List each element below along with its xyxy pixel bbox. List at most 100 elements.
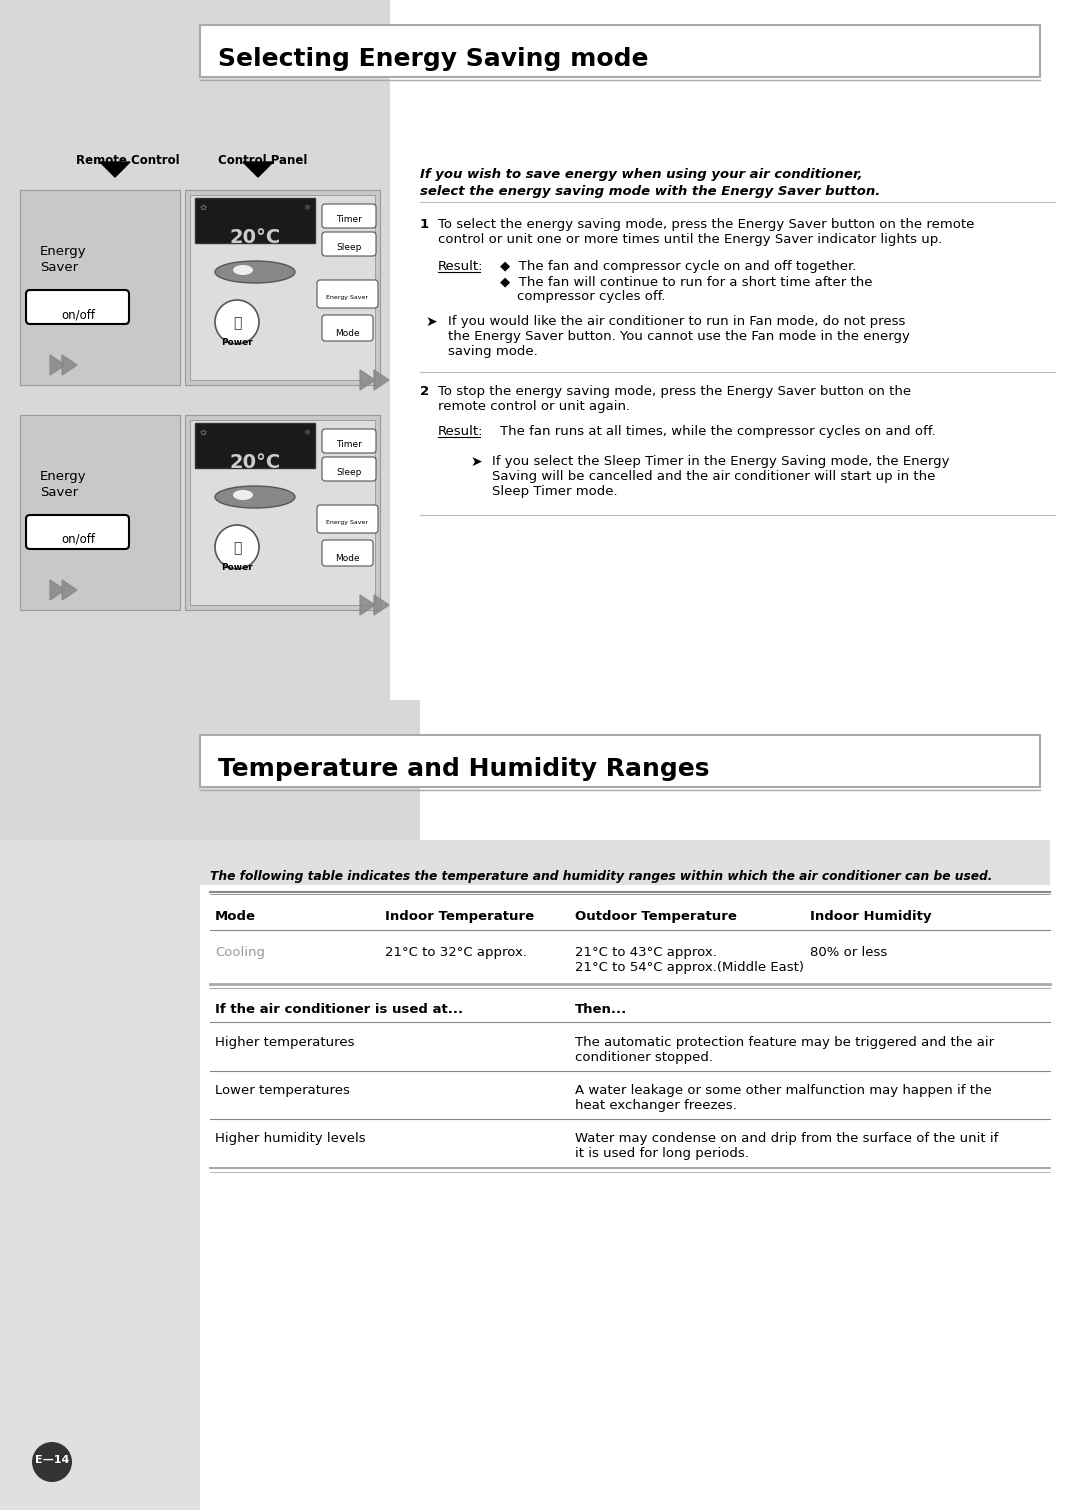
Text: Control Panel: Control Panel bbox=[218, 154, 308, 168]
Text: Outdoor Temperature: Outdoor Temperature bbox=[575, 911, 737, 923]
Text: Power: Power bbox=[221, 338, 253, 347]
Polygon shape bbox=[62, 355, 77, 374]
Text: Cooling: Cooling bbox=[215, 945, 265, 959]
Bar bbox=[195, 423, 315, 468]
Text: To select the energy saving mode, press the Energy Saver button on the remote: To select the energy saving mode, press … bbox=[438, 217, 974, 231]
FancyBboxPatch shape bbox=[26, 290, 129, 325]
Text: Timer: Timer bbox=[336, 439, 362, 448]
Text: Result:: Result: bbox=[438, 424, 484, 438]
Text: Sleep: Sleep bbox=[336, 468, 362, 477]
Polygon shape bbox=[360, 595, 375, 615]
Circle shape bbox=[215, 525, 259, 569]
Text: saving mode.: saving mode. bbox=[448, 344, 538, 358]
Text: Indoor Temperature: Indoor Temperature bbox=[384, 911, 535, 923]
Text: ◆  The fan and compressor cycle on and off together.: ◆ The fan and compressor cycle on and of… bbox=[500, 260, 856, 273]
Text: If the air conditioner is used at...: If the air conditioner is used at... bbox=[215, 1003, 463, 1016]
Bar bbox=[185, 190, 380, 385]
Text: The automatic protection feature may be triggered and the air: The automatic protection feature may be … bbox=[575, 1036, 994, 1049]
Text: Then...: Then... bbox=[575, 1003, 627, 1016]
Text: remote control or unit again.: remote control or unit again. bbox=[438, 400, 630, 414]
FancyBboxPatch shape bbox=[26, 515, 129, 550]
Text: ❄: ❄ bbox=[303, 427, 310, 436]
Text: conditioner stopped.: conditioner stopped. bbox=[575, 1051, 713, 1065]
Text: E—14: E—14 bbox=[35, 1456, 69, 1465]
Text: Mode: Mode bbox=[335, 329, 360, 338]
Polygon shape bbox=[243, 162, 273, 177]
FancyBboxPatch shape bbox=[322, 458, 376, 482]
Text: Mode: Mode bbox=[335, 554, 360, 563]
Text: ⏻: ⏻ bbox=[233, 541, 241, 556]
Text: the Energy Saver button. You cannot use the Fan mode in the energy: the Energy Saver button. You cannot use … bbox=[448, 331, 909, 343]
Text: If you wish to save energy when using your air conditioner,: If you wish to save energy when using yo… bbox=[420, 168, 863, 181]
Text: Power: Power bbox=[221, 563, 253, 572]
Circle shape bbox=[215, 300, 259, 344]
Text: ❄: ❄ bbox=[303, 202, 310, 211]
Text: ◆  The fan will continue to run for a short time after the: ◆ The fan will continue to run for a sho… bbox=[500, 275, 873, 288]
Text: Higher temperatures: Higher temperatures bbox=[215, 1036, 354, 1049]
Bar bbox=[0, 0, 390, 701]
Text: Energy Saver: Energy Saver bbox=[326, 519, 368, 525]
Polygon shape bbox=[50, 580, 65, 599]
Bar bbox=[21, 415, 180, 610]
Text: it is used for long periods.: it is used for long periods. bbox=[575, 1148, 748, 1160]
Text: If you would like the air conditioner to run in Fan mode, do not press: If you would like the air conditioner to… bbox=[448, 316, 905, 328]
Circle shape bbox=[32, 1442, 72, 1481]
Text: The fan runs at all times, while the compressor cycles on and off.: The fan runs at all times, while the com… bbox=[500, 424, 935, 438]
Bar bbox=[21, 190, 180, 385]
Bar bbox=[195, 198, 315, 243]
Text: control or unit one or more times until the Energy Saver indicator lights up.: control or unit one or more times until … bbox=[438, 233, 943, 246]
Text: ➤: ➤ bbox=[426, 316, 436, 329]
Text: 21°C to 54°C approx.(Middle East): 21°C to 54°C approx.(Middle East) bbox=[575, 960, 804, 974]
Text: compressor cycles off.: compressor cycles off. bbox=[500, 290, 665, 304]
Bar bbox=[200, 735, 1040, 787]
Polygon shape bbox=[100, 162, 130, 177]
Text: Water may condense on and drip from the surface of the unit if: Water may condense on and drip from the … bbox=[575, 1132, 998, 1145]
Text: Energy: Energy bbox=[40, 245, 86, 258]
Text: 20°C: 20°C bbox=[229, 228, 281, 248]
Ellipse shape bbox=[215, 486, 295, 507]
Text: Saver: Saver bbox=[40, 261, 78, 273]
Ellipse shape bbox=[215, 261, 295, 282]
Text: 1: 1 bbox=[420, 217, 429, 231]
Bar bbox=[190, 195, 375, 381]
Text: Timer: Timer bbox=[336, 214, 362, 223]
Bar bbox=[190, 420, 375, 606]
Polygon shape bbox=[374, 370, 389, 390]
Text: Indoor Humidity: Indoor Humidity bbox=[810, 911, 931, 923]
Text: Temperature and Humidity Ranges: Temperature and Humidity Ranges bbox=[218, 757, 710, 781]
Text: on/off: on/off bbox=[60, 533, 95, 547]
Text: 2: 2 bbox=[420, 385, 429, 399]
Text: Remote Control: Remote Control bbox=[76, 154, 179, 168]
Text: 21°C to 32°C approx.: 21°C to 32°C approx. bbox=[384, 945, 527, 959]
Ellipse shape bbox=[233, 264, 253, 275]
Text: Lower temperatures: Lower temperatures bbox=[215, 1084, 350, 1096]
Text: The following table indicates the temperature and humidity ranges within which t: The following table indicates the temper… bbox=[210, 870, 993, 883]
Polygon shape bbox=[50, 355, 65, 374]
Ellipse shape bbox=[233, 491, 253, 500]
Text: 21°C to 43°C approx.: 21°C to 43°C approx. bbox=[575, 945, 717, 959]
Text: Energy Saver: Energy Saver bbox=[326, 294, 368, 300]
FancyBboxPatch shape bbox=[318, 504, 378, 533]
FancyBboxPatch shape bbox=[322, 541, 373, 566]
Bar bbox=[200, 26, 1040, 77]
Polygon shape bbox=[62, 580, 77, 599]
Text: Selecting Energy Saving mode: Selecting Energy Saving mode bbox=[218, 47, 648, 71]
Text: Saver: Saver bbox=[40, 486, 78, 498]
Bar bbox=[200, 840, 1080, 1510]
Text: To stop the energy saving mode, press the Energy Saver button on the: To stop the energy saving mode, press th… bbox=[438, 385, 912, 399]
Polygon shape bbox=[360, 370, 375, 390]
Text: 20°C: 20°C bbox=[229, 453, 281, 473]
Text: select the energy saving mode with the Energy Saver button.: select the energy saving mode with the E… bbox=[420, 186, 880, 198]
Bar bbox=[390, 0, 1080, 1510]
Bar bbox=[0, 701, 420, 840]
Text: ⏻: ⏻ bbox=[233, 316, 241, 331]
Text: Mode: Mode bbox=[215, 911, 256, 923]
FancyBboxPatch shape bbox=[322, 233, 376, 257]
Text: ➤: ➤ bbox=[470, 455, 482, 470]
Bar bbox=[200, 840, 1050, 885]
Text: ✿: ✿ bbox=[199, 202, 206, 211]
FancyBboxPatch shape bbox=[322, 204, 376, 228]
Text: If you select the Sleep Timer in the Energy Saving mode, the Energy: If you select the Sleep Timer in the Ene… bbox=[492, 455, 949, 468]
FancyBboxPatch shape bbox=[322, 429, 376, 453]
Text: Energy: Energy bbox=[40, 470, 86, 483]
